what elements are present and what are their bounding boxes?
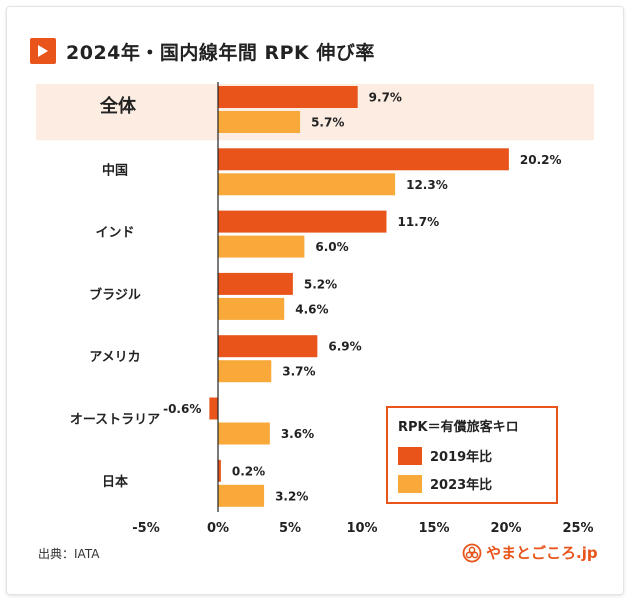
bar-2019 <box>218 86 358 108</box>
title-row: 2024年・国内線年間 RPK 伸び率 <box>30 36 375 66</box>
x-tick-label: -5% <box>132 521 159 536</box>
bar-2019 <box>218 459 221 482</box>
category-label: インド <box>95 226 134 241</box>
yamatogokoro-logo-icon <box>462 543 482 562</box>
x-tick-label: 5% <box>279 521 301 536</box>
legend-swatch-2023 <box>398 474 422 493</box>
bar-2019 <box>209 397 218 420</box>
legend-label-2019: 2019年比 <box>430 450 493 465</box>
bar-2019 <box>218 148 509 171</box>
legend-swatch-2019 <box>398 446 422 465</box>
source-note: 出典：IATA <box>38 547 100 561</box>
bar-2019 <box>218 335 318 358</box>
bar-2019 <box>218 210 387 233</box>
data-label: 3.6% <box>281 427 314 441</box>
data-label: 0.2% <box>232 464 265 478</box>
legend-item-2019: 2019年比 <box>398 446 492 465</box>
data-label: -0.6% <box>163 402 201 416</box>
category-label: アメリカ <box>89 350 140 365</box>
category-label: オーストラリア <box>70 413 160 428</box>
x-tick-label: 20% <box>490 521 521 536</box>
category-label: 日本 <box>102 474 128 490</box>
data-label: 12.3% <box>406 178 448 192</box>
data-label: 4.6% <box>295 302 328 316</box>
x-tick-label: 25% <box>562 521 593 536</box>
bar-2023 <box>218 484 265 507</box>
legend-title: RPK＝有償旅客キロ <box>398 420 519 435</box>
category-label: 全体 <box>99 95 137 117</box>
data-label: 5.7% <box>311 116 344 130</box>
category-label: ブラジル <box>89 287 141 303</box>
chart-title: 2024年・国内線年間 RPK 伸び率 <box>66 41 375 64</box>
bar-2023 <box>218 111 301 133</box>
bar-2023 <box>218 422 270 445</box>
x-tick-label: 15% <box>418 521 449 536</box>
data-label: 11.7% <box>397 215 439 229</box>
bar-2023 <box>218 235 305 258</box>
data-label: 5.2% <box>304 277 337 291</box>
category-label: 中国 <box>102 162 128 178</box>
data-label: 9.7% <box>369 91 402 105</box>
bar-2023 <box>218 360 272 383</box>
bar-2023 <box>218 297 285 320</box>
legend-label-2023: 2023年比 <box>430 478 493 493</box>
x-tick-label: 10% <box>346 521 377 536</box>
legend-item-2023: 2023年比 <box>398 474 492 493</box>
bar-2023 <box>218 173 396 196</box>
data-label: 6.0% <box>315 240 348 254</box>
x-tick-label: 0% <box>207 521 229 536</box>
play-icon <box>30 38 56 64</box>
brand-name: やまとごころ.jp <box>486 544 598 562</box>
bar-2019 <box>218 272 293 295</box>
data-label: 6.9% <box>328 340 361 354</box>
brand-logo: やまとごころ.jp <box>462 542 598 563</box>
data-label: 3.2% <box>275 489 308 503</box>
data-label: 20.2% <box>520 153 562 167</box>
data-label: 3.7% <box>282 365 315 379</box>
legend: RPK＝有償旅客キロ 2019年比 2023年比 <box>386 406 558 504</box>
